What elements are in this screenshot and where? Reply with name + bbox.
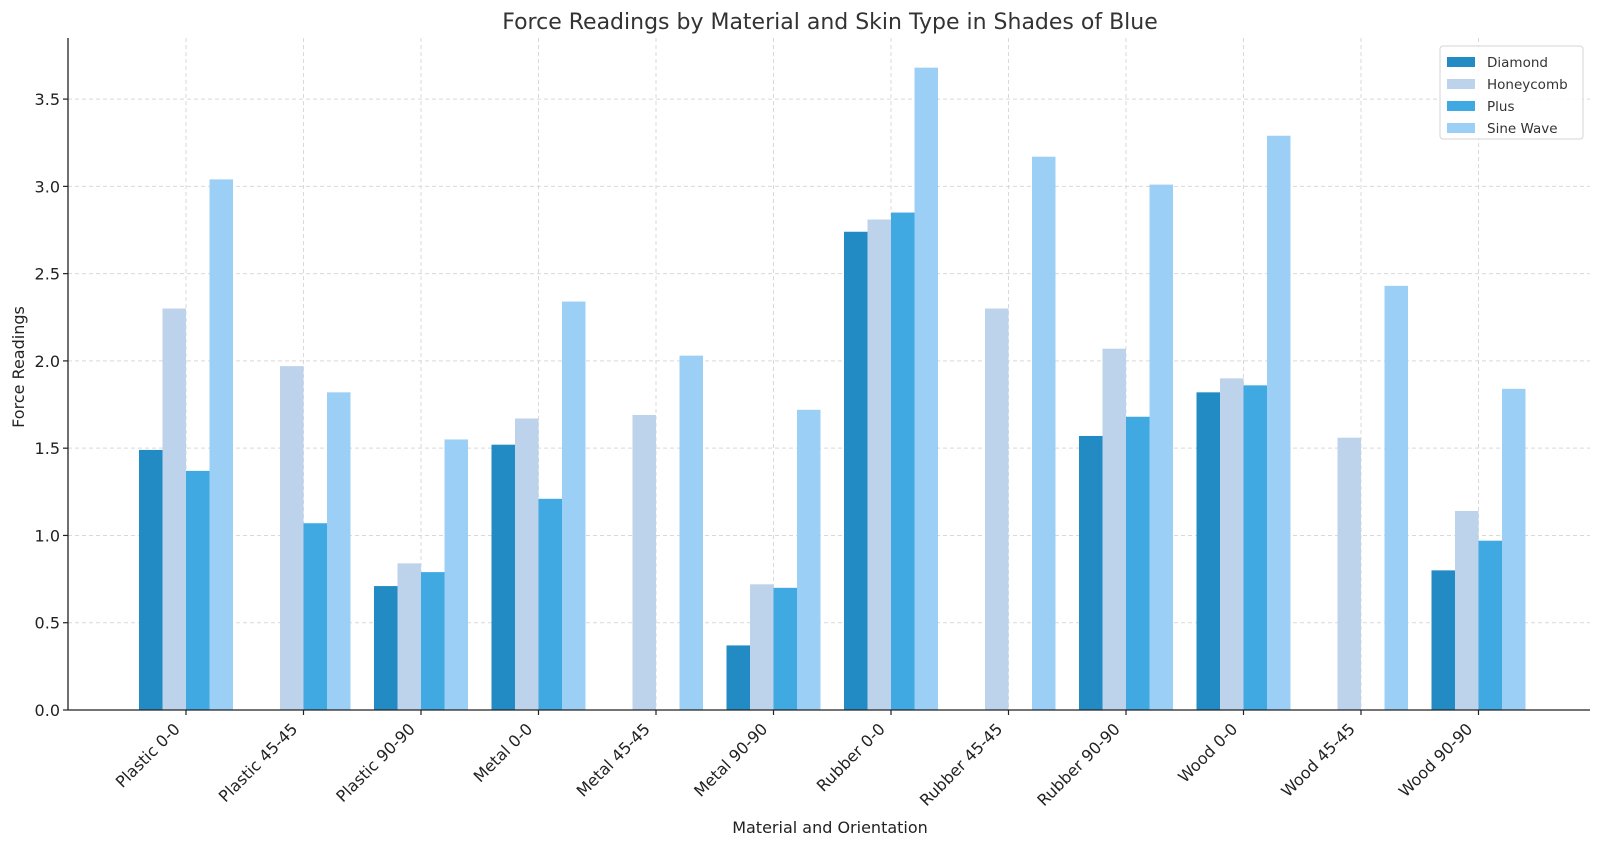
bar-diamond	[844, 231, 868, 710]
y-axis-label: Force Readings	[9, 306, 28, 428]
x-tick-label: Metal 90-90	[690, 719, 771, 800]
bar-layer	[139, 67, 1526, 711]
bar-sine-wave	[797, 409, 821, 710]
bar-honeycomb	[515, 418, 539, 710]
bar-sine-wave	[1384, 285, 1408, 710]
bar-honeycomb	[1337, 437, 1361, 710]
y-tick-label: 3.0	[35, 177, 60, 196]
bar-honeycomb	[397, 563, 421, 710]
x-tick-label: Rubber 0-0	[813, 719, 889, 795]
legend: Diamond Honeycomb Plus Sine Wave	[1439, 45, 1584, 140]
bar-sine-wave	[1502, 388, 1526, 710]
x-tick-label: Rubber 45-45	[916, 719, 1006, 809]
bar-plus	[186, 470, 210, 710]
bar-sine-wave	[1032, 156, 1056, 710]
legend-label: Diamond	[1487, 55, 1548, 71]
bar-honeycomb	[867, 219, 891, 710]
legend-swatch	[1447, 101, 1475, 111]
bar-sine-wave	[562, 301, 586, 710]
bar-plus	[303, 523, 327, 710]
bar-honeycomb	[280, 366, 304, 710]
legend-label: Honeycomb	[1487, 77, 1568, 93]
bar-plus	[1478, 540, 1502, 710]
bar-sine-wave	[444, 439, 468, 710]
legend-box	[1439, 45, 1584, 140]
legend-label: Plus	[1487, 99, 1514, 115]
bar-plus	[773, 587, 797, 710]
y-tick-label: 2.5	[35, 265, 60, 284]
bar-diamond	[1079, 435, 1103, 710]
bar-plus	[891, 212, 915, 710]
legend-label: Sine Wave	[1487, 121, 1558, 137]
x-tick-label: Plastic 90-90	[332, 719, 418, 805]
bar-honeycomb	[162, 308, 186, 710]
bar-diamond	[726, 645, 750, 710]
bar-diamond	[491, 444, 515, 710]
bar-honeycomb	[1455, 511, 1479, 710]
x-tick-label: Plastic 0-0	[112, 719, 184, 791]
x-tick-label: Metal 0-0	[470, 719, 537, 786]
bar-sine-wave	[679, 355, 703, 710]
bar-sine-wave	[1149, 184, 1173, 711]
axis-layer	[63, 38, 1590, 715]
bar-diamond	[1431, 570, 1455, 710]
bar-sine-wave	[209, 179, 233, 710]
chart-title: Force Readings by Material and Skin Type…	[502, 10, 1158, 35]
bar-sine-wave	[1267, 135, 1291, 710]
bar-sine-wave	[327, 392, 351, 710]
x-tick-label: Wood 45-45	[1277, 719, 1358, 800]
y-tick-label: 1.0	[35, 526, 60, 545]
bar-honeycomb	[1220, 378, 1244, 710]
bar-plus	[538, 498, 562, 710]
y-tick-label: 2.0	[35, 352, 60, 371]
y-tick-label: 3.5	[35, 90, 60, 109]
bar-diamond	[374, 586, 398, 710]
legend-swatch	[1447, 79, 1475, 89]
bar-honeycomb	[750, 584, 774, 710]
bar-diamond	[1196, 392, 1220, 710]
y-tick-label: 0.0	[35, 701, 60, 720]
bar-plus	[421, 572, 445, 710]
bar-honeycomb	[985, 308, 1009, 710]
bar-honeycomb	[1102, 348, 1126, 710]
y-tick-label: 0.5	[35, 614, 60, 633]
legend-swatch	[1447, 123, 1475, 133]
x-tick-label: Wood 0-0	[1174, 719, 1241, 786]
x-tick-label: Rubber 90-90	[1033, 719, 1123, 809]
bar-honeycomb	[632, 415, 656, 710]
legend-swatch	[1447, 57, 1475, 67]
x-tick-label: Metal 45-45	[573, 719, 654, 800]
y-tick-label: 1.5	[35, 439, 60, 458]
bar-plus	[1243, 385, 1267, 710]
bar-sine-wave	[914, 67, 938, 710]
x-tick-label: Plastic 45-45	[215, 719, 301, 805]
x-tick-label: Wood 90-90	[1395, 719, 1476, 800]
x-axis-label: Material and Orientation	[732, 818, 928, 837]
bar-plus	[1126, 416, 1150, 710]
bar-diamond	[139, 449, 163, 710]
